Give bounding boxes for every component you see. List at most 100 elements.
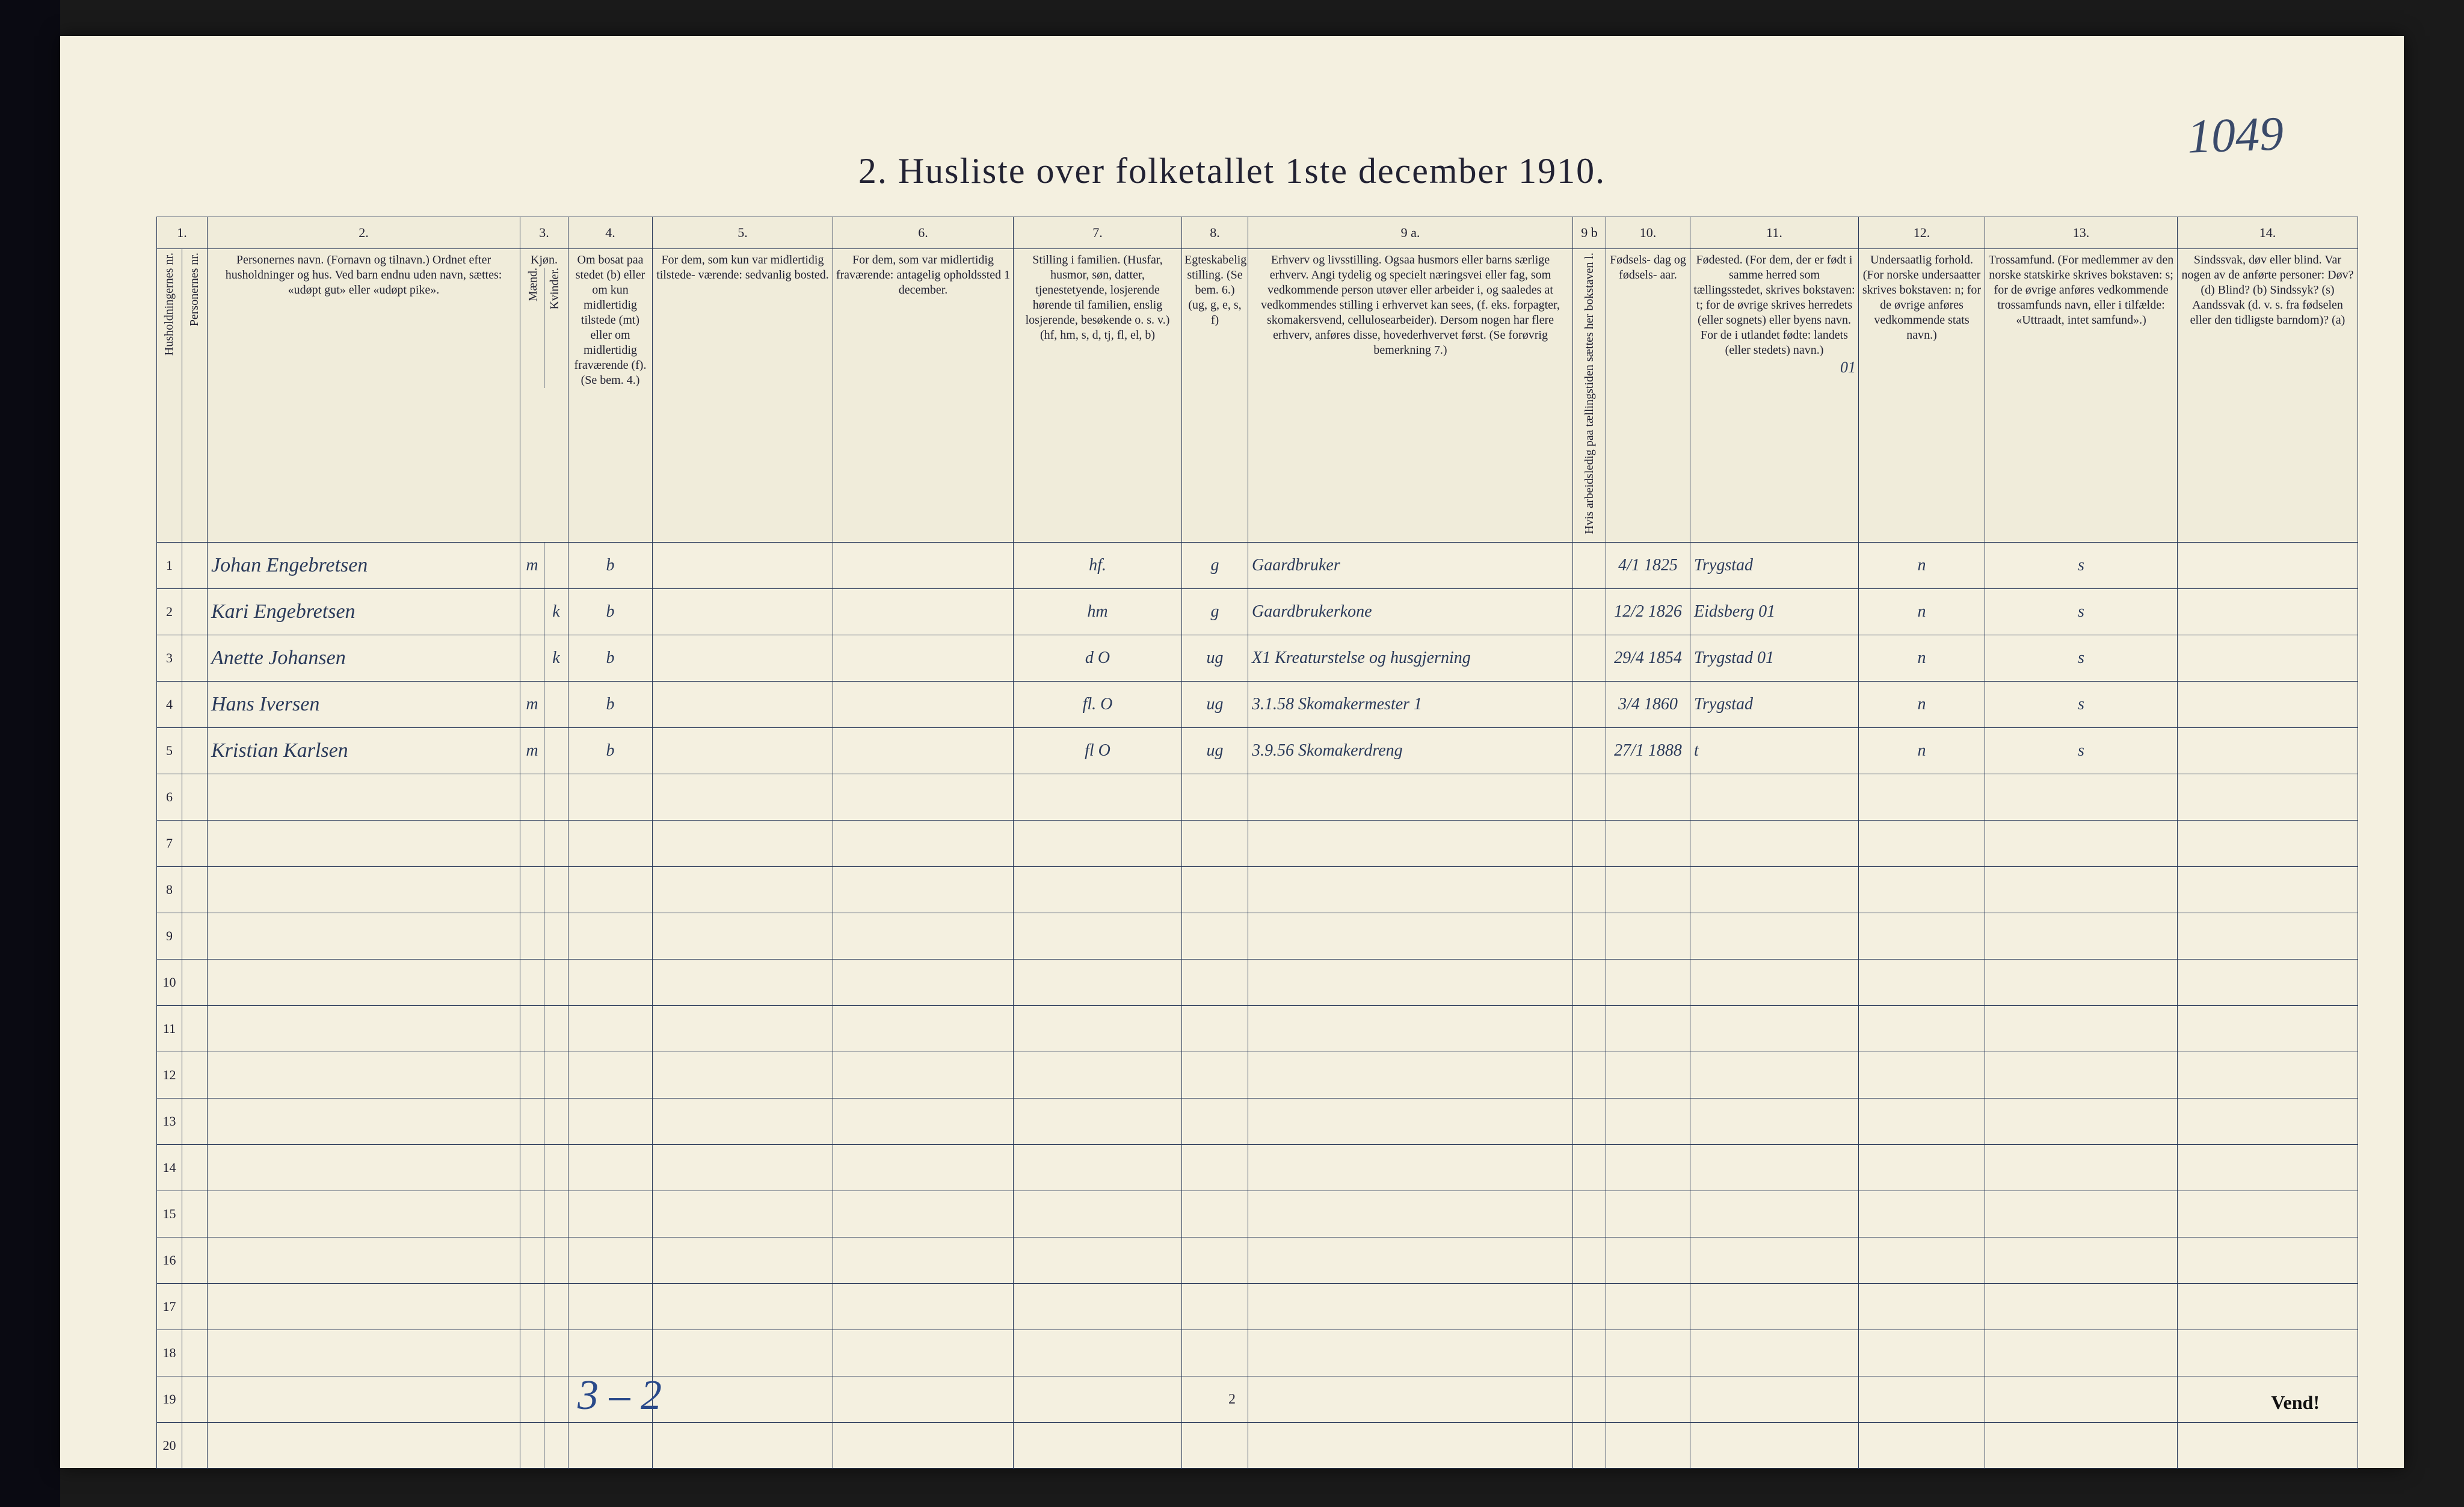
cell-sex_k [544,1052,568,1098]
cell-sind [2178,1144,2358,1191]
cell-hnr: 11 [157,1005,182,1052]
cell-tros [1985,1098,2178,1144]
cell-pnr [182,681,208,727]
cell-fsted [1690,774,1859,820]
cell-fdag [1606,1144,1690,1191]
cell-stilling: fl. O [1014,681,1182,727]
cell-sex_k [544,820,568,866]
colnum-11: 11. [1690,217,1859,249]
cell-sind [2178,588,2358,635]
header-fodested-label: Fødested. (For dem, der er født i samme … [1693,253,1855,357]
cell-sind [2178,635,2358,681]
cell-sind [2178,1098,2358,1144]
cell-under [1859,1330,1985,1376]
cell-under [1859,1237,1985,1283]
cell-under [1859,820,1985,866]
cell-tros [1985,959,2178,1005]
cell-pnr [182,866,208,913]
cell-egte: ug [1182,681,1248,727]
cell-fdag [1606,959,1690,1005]
cell-erhverv [1248,866,1573,913]
cell-pnr [182,959,208,1005]
cell-name [208,1191,520,1237]
cell-tros [1985,1283,2178,1330]
cell-sex_k [544,1098,568,1144]
cell-bosat [568,1330,653,1376]
cell-erhverv [1248,913,1573,959]
cell-hnr: 2 [157,588,182,635]
table-row: 18 [157,1330,2358,1376]
cell-mf [833,1098,1014,1144]
cell-sind [2178,1283,2358,1330]
cell-name: Kari Engebretsen [208,588,520,635]
header-sex-m: Mænd. [526,268,541,301]
cell-mf [833,1237,1014,1283]
cell-mt [653,1098,833,1144]
cell-stilling [1014,1144,1182,1191]
cell-sind [2178,866,2358,913]
colnum-1: 1. [157,217,208,249]
cell-fsted [1690,1330,1859,1376]
cell-sind [2178,1330,2358,1376]
cell-tros: s [1985,542,2178,588]
cell-mt [653,727,833,774]
cell-sex_k [544,681,568,727]
cell-egte [1182,774,1248,820]
cell-sex_m: m [520,727,544,774]
cell-bosat [568,1191,653,1237]
table-row: 13 [157,1098,2358,1144]
cell-fsted [1690,1052,1859,1098]
cell-tros [1985,774,2178,820]
cell-sind [2178,1237,2358,1283]
cell-pnr [182,913,208,959]
cell-stilling [1014,913,1182,959]
cell-fdag [1606,1005,1690,1052]
cell-fsted [1690,866,1859,913]
cell-sind [2178,681,2358,727]
cell-under [1859,1283,1985,1330]
cell-sex_k [544,1422,568,1468]
cell-under [1859,1052,1985,1098]
cell-hnr: 16 [157,1237,182,1283]
cell-bosat [568,1283,653,1330]
cell-bosat: b [568,681,653,727]
cell-sex_m [520,588,544,635]
table-row: 20 [157,1422,2358,1468]
colnum-5: 5. [653,217,833,249]
cell-mf [833,1422,1014,1468]
cell-hnr: 18 [157,1330,182,1376]
cell-name [208,1237,520,1283]
cell-fsted [1690,1005,1859,1052]
cell-tros [1985,1191,2178,1237]
cell-sex_m [520,1237,544,1283]
table-row: 2Kari EngebretsenkbhmgGaardbrukerkone12/… [157,588,2358,635]
cell-name [208,1376,520,1422]
cell-fdag [1606,866,1690,913]
header-erhverv: Erhverv og livsstilling. Ogsaa husmors e… [1248,249,1573,543]
column-header-row: Husholdningernes nr. Personernes nr. Per… [157,249,2358,543]
table-row: 9 [157,913,2358,959]
cell-hnr: 5 [157,727,182,774]
cell-pnr [182,1052,208,1098]
table-header: 1. 2. 3. 4. 5. 6. 7. 8. 9 a. 9 b 10. 11.… [157,217,2358,543]
cell-stilling [1014,1283,1182,1330]
cell-stilling [1014,1052,1182,1098]
cell-name [208,1098,520,1144]
cell-name [208,1052,520,1098]
footer-handwritten-count: 3 – 2 [578,1372,662,1420]
cell-erhverv [1248,1191,1573,1237]
cell-mt [653,542,833,588]
cell-name: Anette Johansen [208,635,520,681]
cell-b9b [1573,1283,1606,1330]
cell-fdag [1606,1237,1690,1283]
cell-fsted: Trygstad [1690,542,1859,588]
cell-fdag [1606,774,1690,820]
cell-pnr [182,1005,208,1052]
cell-fdag [1606,1330,1690,1376]
cell-sex_k [544,913,568,959]
cell-stilling [1014,1191,1182,1237]
cell-pnr [182,1422,208,1468]
cell-stilling [1014,1422,1182,1468]
cell-mf [833,635,1014,681]
cell-b9b [1573,959,1606,1005]
